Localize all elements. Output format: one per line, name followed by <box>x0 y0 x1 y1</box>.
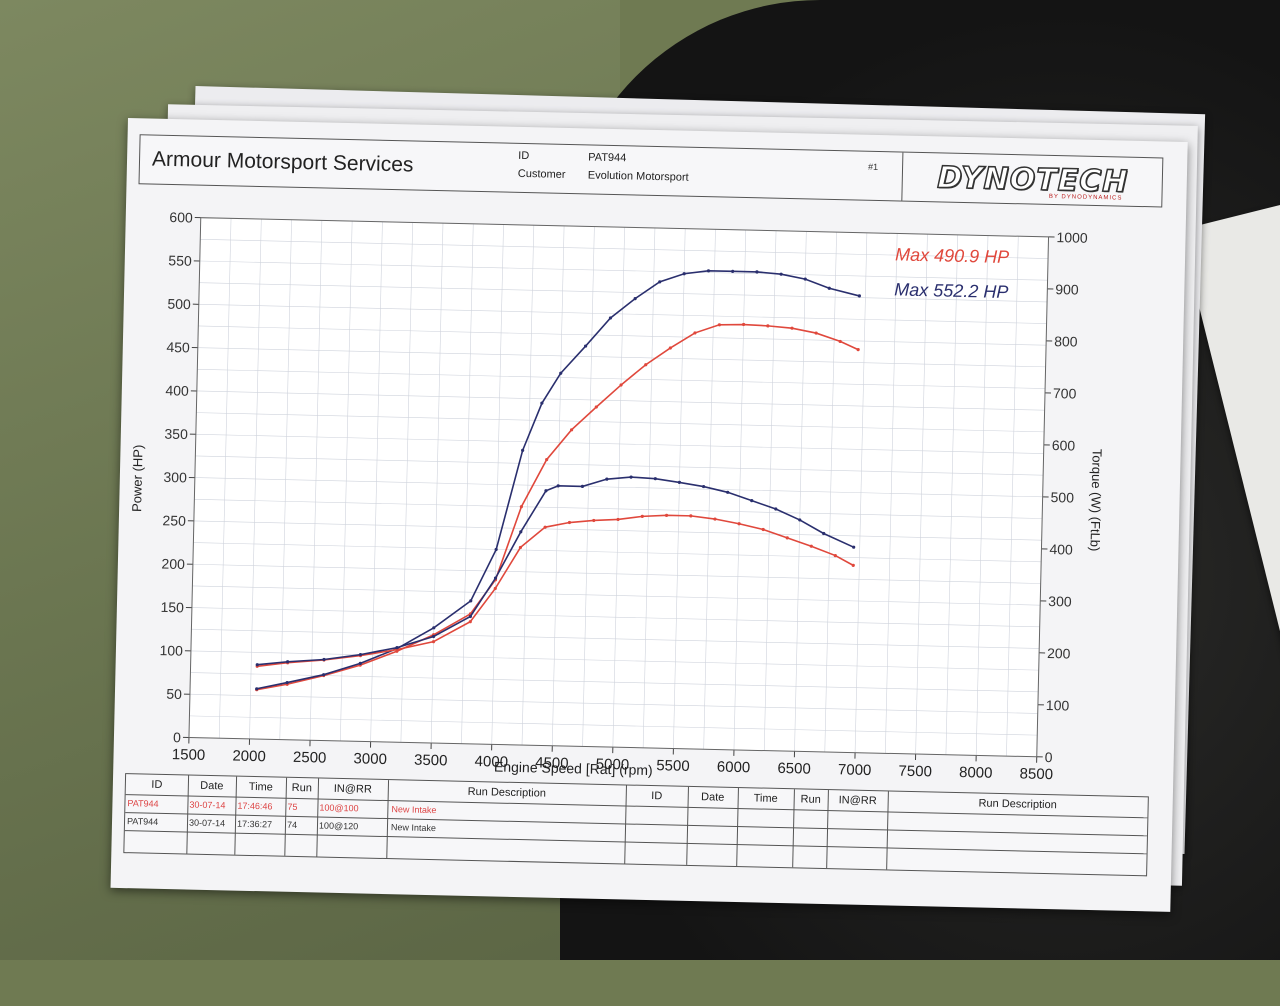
x-tick-label: 2500 <box>293 749 327 767</box>
x-axis-label: Engine Speed [Rat] (rpm) <box>494 758 653 778</box>
x-tick-label: 5500 <box>656 757 690 775</box>
table-cell: 74 <box>287 820 297 830</box>
x-tick-label: 2000 <box>232 748 266 766</box>
table-cell: 30-07-14 <box>189 800 225 811</box>
table-header-cell: Run Description <box>888 795 1148 813</box>
table-cell: PAT944 <box>127 816 158 827</box>
dyno-sheet: Armour Motorsport Services ID PAT944 Cus… <box>111 118 1188 912</box>
y-tick-label: 400 <box>165 382 189 399</box>
y2-tick-label: 0 <box>1045 749 1053 765</box>
y-tick-label: 250 <box>162 512 186 529</box>
x-tick-label: 6000 <box>717 759 751 777</box>
y-tick-label: 600 <box>169 209 193 226</box>
table-header-cell: Date <box>688 791 738 804</box>
table-cell: New Intake <box>391 804 436 815</box>
table-cell: 100@120 <box>319 821 358 832</box>
y-tick-label: 550 <box>168 252 192 269</box>
table-header-cell: ID <box>126 778 188 791</box>
y2-tick-label: 300 <box>1048 593 1072 610</box>
y-tick-label: 500 <box>167 296 191 313</box>
y-tick-label: 50 <box>166 686 182 702</box>
x-tick-label: 6500 <box>777 760 811 778</box>
x-tick-label: 3000 <box>353 750 387 768</box>
table-header-cell: Run <box>286 782 318 795</box>
y2-tick-label: 200 <box>1047 645 1071 662</box>
table-header-cell: ID <box>626 789 688 802</box>
table-header-cell: Date <box>188 780 236 793</box>
y2-tick-label: 1000 <box>1056 229 1088 246</box>
table-header-cell: Time <box>738 792 794 805</box>
table-cell: 75 <box>287 802 297 812</box>
y-tick-label: 0 <box>173 729 181 745</box>
x-tick-label: 7500 <box>898 763 932 781</box>
table-cell: 100@100 <box>319 803 358 814</box>
table-header-cell: Time <box>236 781 286 794</box>
legend-red: Max 490.9 HP <box>895 244 1009 267</box>
table-header-cell: Run <box>794 793 828 806</box>
table-cell: 17:46:46 <box>237 801 272 812</box>
table-divider <box>125 830 1147 854</box>
table-cell: 30-07-14 <box>189 818 225 829</box>
y-tick-label: 450 <box>166 339 190 356</box>
y-tick-label: 100 <box>159 642 183 659</box>
y-tick-label: 350 <box>164 426 188 443</box>
table-header-cell: IN@RR <box>318 782 388 796</box>
x-tick-label: 1500 <box>172 746 206 764</box>
legend-blue: Max 552.2 HP <box>894 279 1008 302</box>
y2-tick-label: 700 <box>1053 385 1077 402</box>
y-tick-label: 200 <box>161 556 185 573</box>
y2-tick-label: 600 <box>1052 437 1076 454</box>
y2-tick-label: 100 <box>1046 697 1070 714</box>
table-header-cell: Run Description <box>388 784 626 801</box>
table-cell: New Intake <box>391 822 436 833</box>
y2-tick-label: 800 <box>1054 333 1078 350</box>
y2-tick-label: 400 <box>1049 541 1073 558</box>
y2-axis-label: Torque (W) (FtLb) <box>1087 449 1104 552</box>
table-cell: 17:36:27 <box>237 819 272 830</box>
x-tick-label: 3500 <box>414 752 448 770</box>
y-tick-label: 150 <box>160 599 184 616</box>
x-tick-label: 8000 <box>959 764 993 782</box>
table-header-cell: IN@RR <box>828 794 888 807</box>
table-cell: PAT944 <box>127 798 158 809</box>
y-axis-label: Power (HP) <box>129 445 146 513</box>
y2-tick-label: 500 <box>1050 489 1074 506</box>
x-tick-label: 7000 <box>838 761 872 779</box>
x-tick-label: 8500 <box>1019 765 1053 783</box>
y2-tick-label: 900 <box>1055 281 1079 298</box>
y-tick-label: 300 <box>163 469 187 486</box>
